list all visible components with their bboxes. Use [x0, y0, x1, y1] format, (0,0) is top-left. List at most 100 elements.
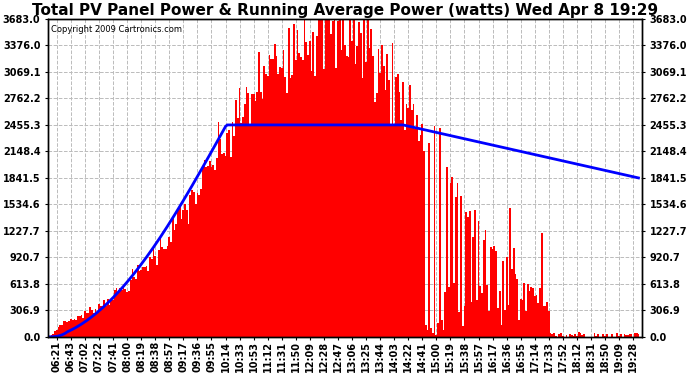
Bar [105, 306, 107, 337]
Bar [499, 291, 500, 337]
Bar [529, 291, 531, 337]
Bar [219, 138, 221, 337]
Bar [116, 288, 117, 337]
Bar [391, 43, 393, 337]
Bar [221, 153, 223, 337]
Bar [322, 19, 323, 337]
Bar [332, 21, 333, 337]
Bar [93, 312, 95, 337]
Bar [114, 290, 116, 337]
Bar [279, 67, 281, 337]
Bar [328, 19, 330, 337]
Bar [342, 19, 344, 337]
Bar [223, 153, 225, 337]
Bar [631, 334, 632, 337]
Bar [504, 310, 506, 337]
Bar [293, 24, 295, 337]
Bar [627, 335, 629, 337]
Bar [578, 333, 580, 337]
Bar [79, 316, 81, 337]
Bar [471, 302, 473, 337]
Bar [432, 333, 434, 337]
Bar [364, 19, 365, 337]
Bar [395, 77, 397, 337]
Bar [465, 212, 467, 337]
Bar [583, 334, 585, 337]
Bar [277, 74, 279, 337]
Bar [532, 288, 534, 337]
Bar [393, 125, 395, 337]
Bar [380, 73, 381, 337]
Bar [597, 333, 599, 337]
Bar [638, 334, 640, 337]
Bar [497, 308, 499, 337]
Bar [82, 318, 84, 337]
Bar [483, 240, 484, 337]
Bar [233, 136, 235, 337]
Bar [268, 55, 270, 337]
Bar [200, 189, 201, 337]
Bar [376, 93, 377, 337]
Bar [548, 310, 550, 337]
Bar [635, 333, 638, 337]
Bar [580, 333, 582, 337]
Bar [411, 110, 413, 337]
Bar [477, 221, 480, 337]
Bar [434, 126, 435, 337]
Bar [101, 306, 104, 337]
Bar [367, 19, 368, 337]
Bar [226, 133, 228, 337]
Bar [618, 336, 620, 337]
Bar [316, 36, 318, 337]
Bar [175, 224, 177, 337]
Bar [404, 130, 406, 337]
Bar [326, 19, 328, 337]
Bar [275, 57, 277, 337]
Bar [371, 29, 372, 337]
Bar [270, 59, 272, 337]
Bar [168, 237, 170, 337]
Bar [413, 104, 415, 337]
Bar [422, 124, 423, 337]
Bar [167, 246, 168, 337]
Bar [95, 309, 97, 337]
Bar [620, 334, 622, 337]
Bar [302, 60, 304, 337]
Bar [490, 246, 492, 337]
Bar [146, 266, 148, 337]
Bar [550, 333, 551, 337]
Bar [291, 75, 293, 337]
Bar [569, 334, 571, 337]
Bar [502, 261, 504, 337]
Bar [86, 313, 88, 337]
Bar [128, 291, 130, 337]
Bar [518, 320, 520, 337]
Bar [323, 69, 325, 337]
Bar [428, 143, 431, 337]
Bar [348, 57, 349, 337]
Bar [59, 325, 61, 337]
Bar [144, 267, 146, 337]
Bar [484, 230, 486, 337]
Bar [210, 167, 213, 337]
Bar [75, 320, 77, 337]
Bar [446, 168, 448, 337]
Bar [190, 195, 191, 337]
Bar [310, 71, 313, 337]
Bar [123, 286, 124, 337]
Bar [213, 165, 214, 337]
Bar [418, 141, 420, 337]
Bar [538, 303, 539, 337]
Bar [137, 265, 139, 337]
Bar [558, 334, 560, 337]
Bar [486, 285, 489, 337]
Bar [63, 321, 65, 337]
Bar [216, 158, 217, 337]
Bar [602, 334, 604, 337]
Bar [130, 280, 132, 337]
Bar [604, 336, 606, 337]
Bar [546, 302, 548, 337]
Bar [435, 334, 437, 337]
Bar [88, 313, 89, 337]
Bar [481, 293, 483, 337]
